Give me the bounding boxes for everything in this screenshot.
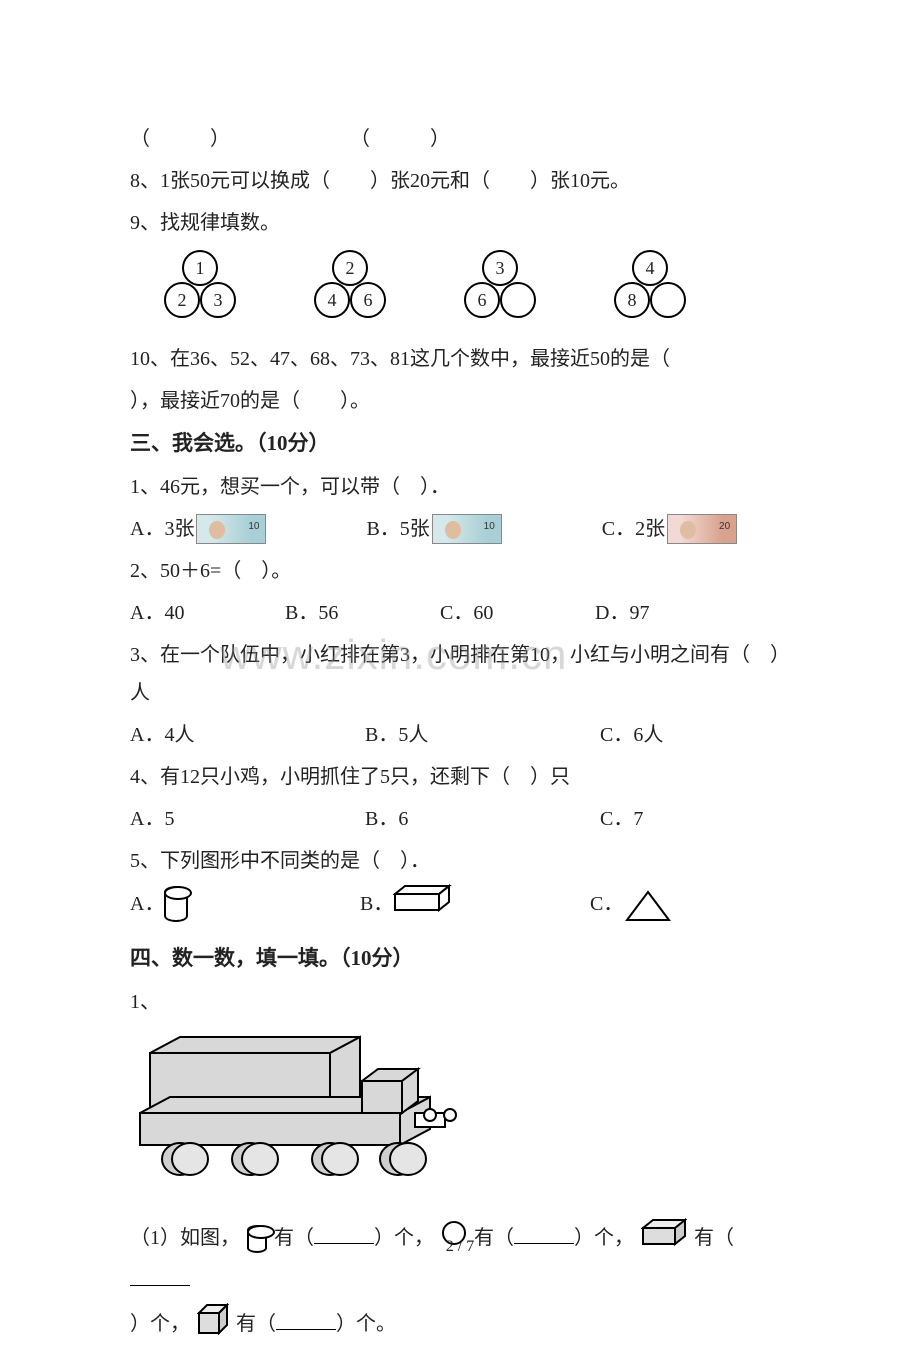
cube-icon (197, 1303, 229, 1348)
trio-circle (500, 282, 536, 318)
banknote-10-icon: 10 (196, 514, 266, 544)
s3-q1: 1、46元，想买一个，可以带（ ）． (130, 468, 790, 506)
bn-denom: 10 (484, 517, 495, 536)
q10-b: ），最接近70的是（ ）。 (130, 382, 790, 420)
trio-3: 3 6 (450, 250, 550, 330)
banknote-10-icon: 10 (432, 514, 502, 544)
trio-circle: 1 (182, 250, 218, 286)
opt-b: B．5人 (365, 716, 595, 754)
opt-a-label: A． (130, 885, 164, 923)
has-text: 有（ (236, 1313, 276, 1335)
trio-circle: 2 (164, 282, 200, 318)
s3-q5-options: A． B． C． (130, 884, 790, 925)
opt-a: A．3张 10 (130, 510, 266, 548)
opt-a-label: A．3张 (130, 510, 194, 548)
opt-a: A．5 (130, 800, 360, 838)
s3-q5: 5、下列图形中不同类的是（ ）． (130, 842, 790, 880)
s3-q4-options: A．5 B．6 C．7 (130, 800, 790, 838)
trio-circle: 4 (314, 282, 350, 318)
s3-q4: 4、有12只小鸡，小明抓住了5只，还剩下（ ）只 (130, 758, 790, 796)
unit-text: ）个， (130, 1313, 190, 1335)
trio-circle: 6 (464, 282, 500, 318)
cuboid-icon (393, 884, 453, 925)
q9-label: 9、找规律填数。 (130, 204, 790, 242)
banknote-20-icon: 20 (667, 514, 737, 544)
top-blanks: （ ） （ ） (130, 120, 790, 158)
opt-c-label: C． (590, 885, 623, 923)
opt-c: C．2张 20 (602, 510, 737, 548)
opt-a: A． (130, 885, 360, 923)
opt-a: A．40 (130, 594, 280, 632)
opt-c: C．6人 (600, 716, 750, 754)
s3-q2-options: A．40 B．56 C．60 D．97 (130, 594, 790, 632)
blank (130, 1266, 190, 1286)
cylinder-icon (164, 886, 188, 922)
page-number: 2 / 7 (0, 1232, 920, 1262)
opt-b: B． (360, 884, 590, 925)
section3-heading: 三、我会选。（10分） (130, 424, 790, 464)
bn-denom: 10 (248, 517, 259, 536)
opt-c: C．60 (440, 594, 590, 632)
q9-diagram: 1 2 3 2 4 6 3 6 4 8 (150, 250, 790, 330)
s3-q3-options: A．4人 B．5人 C．6人 (130, 716, 790, 754)
s4-q1-sub1-cont: ）个， 有（ ）个。 (130, 1303, 790, 1348)
trio-circle: 3 (482, 250, 518, 286)
blank (276, 1310, 336, 1330)
section4-heading: 四、数一数，填一填。（10分） (130, 939, 790, 979)
opt-b: B．56 (285, 594, 435, 632)
s3-q3: 3、在一个队伍中，小红排在第3，小明排在第10，小红与小明之间有（ ）人 (130, 636, 790, 712)
opt-c: C．7 (600, 800, 750, 838)
trio-circle: 8 (614, 282, 650, 318)
q8: 8、1张50元可以换成（ ）张20元和（ ）张10元。 (130, 162, 790, 200)
s4-q1-label: 1、 (130, 983, 790, 1021)
trio-1: 1 2 3 (150, 250, 250, 330)
trio-circle: 4 (632, 250, 668, 286)
opt-c-label: C．2张 (602, 510, 665, 548)
trio-circle: 6 (350, 282, 386, 318)
unit-end-text: ）个。 (336, 1313, 396, 1335)
trio-4: 4 8 (600, 250, 700, 330)
trio-2: 2 4 6 (300, 250, 400, 330)
opt-b: B．5张 10 (366, 510, 501, 548)
bn-denom: 20 (719, 517, 730, 536)
opt-b: B．6 (365, 800, 595, 838)
trio-circle: 2 (332, 250, 368, 286)
triangle-icon (623, 885, 673, 923)
opt-b-label: B． (360, 885, 393, 923)
s3-q2: 2、50＋6=（ ）。 (130, 552, 790, 590)
truck-diagram (130, 1033, 790, 1206)
opt-c: C． (590, 885, 673, 923)
trio-circle: 3 (200, 282, 236, 318)
trio-circle (650, 282, 686, 318)
opt-b-label: B．5张 (366, 510, 429, 548)
opt-d: D．97 (595, 594, 745, 632)
opt-a: A．4人 (130, 716, 360, 754)
s3-q1-options: A．3张 10 B．5张 10 C．2张 20 (130, 510, 790, 548)
q10-a: 10、在36、52、47、68、73、81这几个数中，最接近50的是（ (130, 340, 790, 378)
